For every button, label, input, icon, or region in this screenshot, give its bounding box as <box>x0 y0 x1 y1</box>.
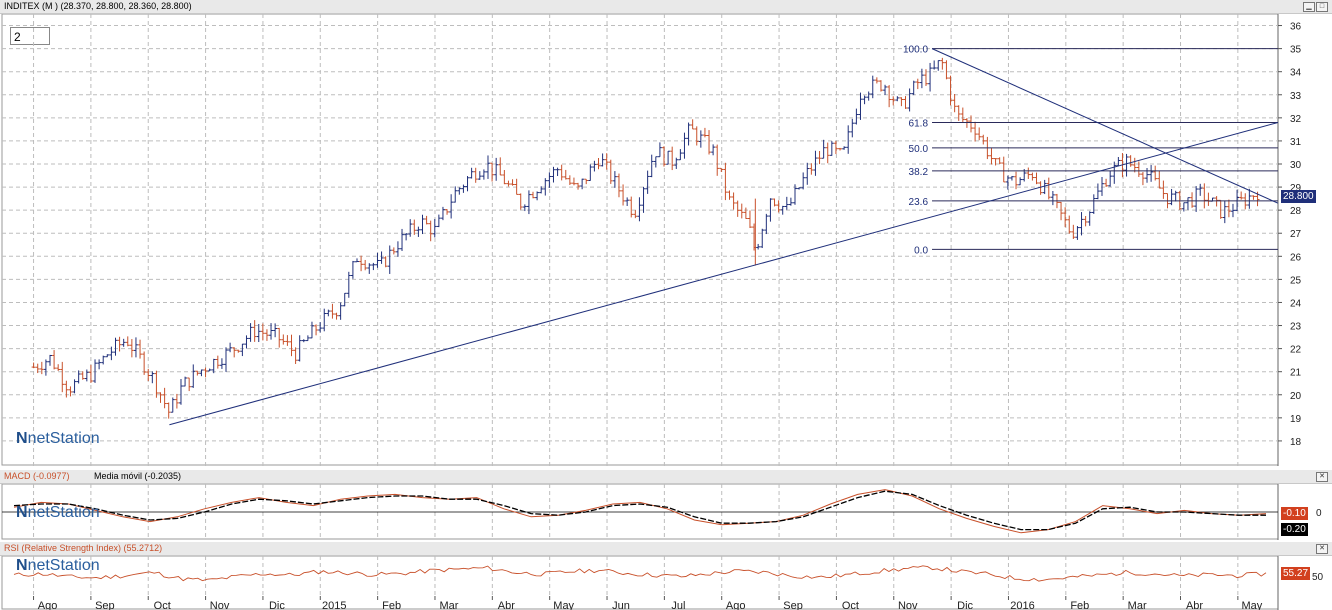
macd-y-tick-label: 0 <box>1316 508 1322 519</box>
price-plot-frame <box>1 14 1279 466</box>
netstation-mark-icon: N <box>16 557 28 574</box>
x-axis-month-label: May <box>1241 600 1262 610</box>
macd-signal-line <box>13 490 1266 531</box>
price-panel-header: INDITEX (M ) (28.370, 28.800, 28.360, 28… <box>0 0 1332 14</box>
price-y-tick-label: 22 <box>1290 345 1302 356</box>
price-chart: 18 19 20 21 22 23 24 25 26 27 28 29 30 31 32 33 34 35 36 10… <box>1 14 1302 466</box>
price-y-tick-label: 20 <box>1290 391 1302 402</box>
price-y-tick-label: 31 <box>1290 137 1302 148</box>
x-axis-month-label: Oct <box>154 600 171 610</box>
rsi-value-badge: 55.27 <box>1281 567 1311 580</box>
price-y-tick-label: 27 <box>1290 229 1302 240</box>
x-axis-month-label: Nov <box>210 600 230 610</box>
x-axis-month-label: Ago <box>38 600 58 610</box>
price-y-tick-label: 30 <box>1290 160 1302 171</box>
x-axis-month-label: 2016 <box>1010 600 1034 610</box>
macd-line <box>13 489 1267 534</box>
last-price-badge: 28.800 <box>1281 190 1316 203</box>
x-axis-month-label: Feb <box>382 600 401 610</box>
x-axis-month-label: Jun <box>612 600 630 610</box>
price-y-tick-label: 34 <box>1290 68 1302 79</box>
rsi-panel: RSI (Relative Strength Index) (55.2712) … <box>0 542 1332 610</box>
rsi-close-button[interactable]: ✕ <box>1316 544 1328 554</box>
fibonacci-level-label: 23.6 <box>909 197 929 208</box>
price-y-tick-label: 25 <box>1290 275 1302 286</box>
x-axis-month-label: Mar <box>440 600 459 610</box>
x-axis-month-label: Sep <box>783 600 803 610</box>
rsi-y-tick-label: 50 <box>1312 572 1324 583</box>
price-y-tick-label: 36 <box>1290 22 1302 33</box>
x-axis-month-label: Ago <box>726 600 746 610</box>
price-y-tick-label: 29 <box>1290 183 1302 194</box>
rsi-chart: Ago Sep Oct Nov Dic 2015 Feb Mar Abr May Jun Jul Ago… <box>1 556 1324 610</box>
macd-title: MACD (-0.0977) <box>4 471 70 481</box>
fibonacci-level-label: 61.8 <box>909 118 929 129</box>
rsi-title: RSI (Relative Strength Index) (55.2712) <box>4 543 163 553</box>
x-axis-month-label: Mar <box>1128 600 1147 610</box>
minimize-button[interactable]: ▁ <box>1303 2 1315 12</box>
macd-plot-frame <box>1 484 1279 540</box>
macd-signal-title: Media móvil (-0.2035) <box>94 471 182 481</box>
macd-value-badge: -0.10 <box>1281 507 1308 520</box>
x-axis-month-label: Nov <box>898 600 918 610</box>
macd-chart: 0 <box>1 484 1322 540</box>
maximize-button[interactable]: □ <box>1316 2 1328 12</box>
period-selector[interactable]: 2 <box>10 27 50 45</box>
fibonacci-level-label: 38.2 <box>909 167 929 178</box>
price-y-tick-label: 18 <box>1290 437 1302 448</box>
x-axis-month-label: May <box>553 600 574 610</box>
rsi-line <box>13 565 1267 582</box>
price-y-tick-label: 21 <box>1290 368 1302 379</box>
resistance-trendline <box>931 48 1279 204</box>
x-axis-month-label: 2015 <box>322 600 346 610</box>
x-axis-month-label: Dic <box>269 600 285 610</box>
netstation-mark-icon: N <box>16 430 28 447</box>
price-y-tick-label: 26 <box>1290 252 1302 263</box>
macd-netstation-logo: NnetStation <box>16 504 100 521</box>
price-panel: INDITEX (M ) (28.370, 28.800, 28.360, 28… <box>0 0 1332 466</box>
x-axis-month-label: Jul <box>671 600 685 610</box>
fibonacci-level-label: 100.0 <box>903 45 928 56</box>
macd-panel: MACD (-0.0977) Media móvil (-0.2035) ✕ 0… <box>0 470 1332 540</box>
price-y-tick-label: 33 <box>1290 91 1302 102</box>
netstation-mark-icon: N <box>16 504 28 521</box>
x-axis-month-label: Abr <box>498 600 515 610</box>
rsi-netstation-logo: NnetStation <box>16 557 100 574</box>
support-trendline <box>169 121 1279 426</box>
macd-signal-badge: -0.20 <box>1281 523 1308 536</box>
x-axis-month-label: Dic <box>957 600 973 610</box>
x-axis-month-label: Abr <box>1186 600 1203 610</box>
fibonacci-level-label: 0.0 <box>914 245 928 256</box>
price-y-tick-label: 32 <box>1290 114 1302 125</box>
price-y-tick-label: 28 <box>1290 206 1302 217</box>
price-panel-title: INDITEX (M ) (28.370, 28.800, 28.360, 28… <box>4 1 192 11</box>
price-y-tick-label: 24 <box>1290 298 1302 309</box>
macd-panel-header: MACD (-0.0977) Media móvil (-0.2035) ✕ <box>0 470 1332 484</box>
price-y-tick-label: 23 <box>1290 322 1302 333</box>
x-axis-month-label: Oct <box>842 600 859 610</box>
price-y-tick-label: 35 <box>1290 45 1302 56</box>
rsi-panel-header: RSI (Relative Strength Index) (55.2712) … <box>0 542 1332 556</box>
x-axis-month-label: Sep <box>95 600 115 610</box>
x-axis-month-label: Feb <box>1070 600 1089 610</box>
fibonacci-level-label: 50.0 <box>909 144 929 155</box>
netstation-logo: NnetStation <box>16 430 100 447</box>
macd-close-button[interactable]: ✕ <box>1316 472 1328 482</box>
price-y-tick-label: 19 <box>1290 414 1302 425</box>
